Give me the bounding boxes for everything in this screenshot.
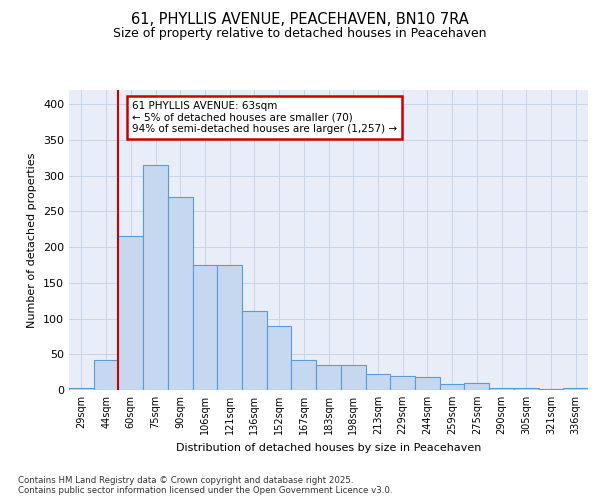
Text: Contains HM Land Registry data © Crown copyright and database right 2025.
Contai: Contains HM Land Registry data © Crown c… [18, 476, 392, 495]
Bar [242, 312, 267, 390]
Bar [440, 384, 464, 390]
Bar [316, 365, 341, 390]
Bar [390, 376, 415, 390]
Bar [217, 265, 242, 390]
Bar [118, 236, 143, 390]
Y-axis label: Number of detached properties: Number of detached properties [28, 152, 37, 328]
Bar [292, 360, 316, 390]
Bar [143, 165, 168, 390]
Bar [489, 388, 514, 390]
Bar [464, 383, 489, 390]
Bar [365, 374, 390, 390]
Bar [514, 388, 539, 390]
Text: Size of property relative to detached houses in Peacehaven: Size of property relative to detached ho… [113, 28, 487, 40]
Bar [69, 388, 94, 390]
Bar [341, 365, 365, 390]
Bar [168, 197, 193, 390]
Text: 61 PHYLLIS AVENUE: 63sqm
← 5% of detached houses are smaller (70)
94% of semi-de: 61 PHYLLIS AVENUE: 63sqm ← 5% of detache… [132, 100, 397, 134]
Bar [267, 326, 292, 390]
Bar [193, 265, 217, 390]
Bar [563, 388, 588, 390]
Text: 61, PHYLLIS AVENUE, PEACEHAVEN, BN10 7RA: 61, PHYLLIS AVENUE, PEACEHAVEN, BN10 7RA [131, 12, 469, 28]
X-axis label: Distribution of detached houses by size in Peacehaven: Distribution of detached houses by size … [176, 442, 481, 452]
Bar [415, 377, 440, 390]
Bar [94, 360, 118, 390]
